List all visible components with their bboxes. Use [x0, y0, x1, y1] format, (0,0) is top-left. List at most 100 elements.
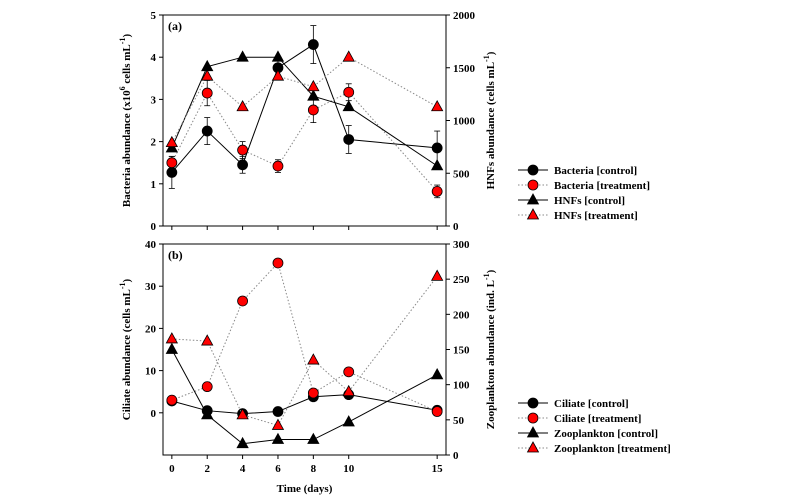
left-axis-title: Ciliate abundance (cells mL-1) [118, 278, 133, 420]
legend-marker [527, 164, 539, 176]
right-axis-title: HNFs abundance (cells mL-1) [482, 51, 497, 189]
legend-marker [526, 426, 540, 438]
data-point [236, 436, 249, 449]
right-tick-label: 200 [453, 309, 470, 321]
panel-label: (b) [168, 248, 183, 262]
data-point [271, 418, 285, 430]
legend-label: Zooplankton [treatment] [554, 443, 671, 455]
series-line [171, 91, 438, 192]
data-point [431, 185, 443, 197]
right-tick-label: 300 [453, 239, 470, 251]
x-tick-label: 6 [275, 463, 281, 475]
data-point [307, 387, 319, 399]
x-tick-label: 2 [204, 463, 210, 475]
series-line [171, 349, 438, 445]
series-zooplankton-control [165, 342, 444, 449]
left-tick-label: 1 [151, 179, 157, 191]
legend-marker [526, 208, 540, 220]
right-tick-label: 150 [453, 345, 470, 357]
plot-frame [162, 14, 447, 227]
data-point [343, 86, 355, 98]
data-point [431, 406, 443, 417]
data-point [430, 99, 444, 112]
data-point [430, 367, 444, 380]
right-tick-label: 0 [453, 450, 459, 462]
left-tick-label: 10 [145, 366, 157, 378]
legend-label: Ciliate [control] [554, 398, 629, 410]
x-tick-label: 0 [169, 463, 175, 475]
panel-a: (a) 0 1 2 3 4 5 0 500 1000 1500 2000 Bacteria abunda… [118, 10, 650, 233]
legend-label: Zooplankton [control] [554, 428, 658, 440]
legend-marker [526, 441, 540, 453]
data-point [343, 366, 355, 378]
data-point [343, 134, 355, 145]
x-tick-label: 15 [432, 463, 444, 475]
right-tick-label: 100 [453, 380, 470, 392]
x-axis-title: Time (days) [277, 483, 333, 495]
data-point [165, 342, 179, 354]
data-point [430, 269, 444, 281]
legend-label: Ciliate [treatment] [554, 413, 641, 425]
data-point [307, 104, 319, 116]
data-point [272, 160, 284, 172]
data-point [237, 144, 248, 156]
legend-label: HNFs [treatment] [554, 210, 638, 222]
data-point [237, 295, 248, 307]
left-tick-label: 30 [145, 281, 157, 293]
data-point [430, 159, 444, 171]
data-point [236, 408, 249, 420]
series-hnfs-treatment [165, 50, 444, 148]
data-point [237, 159, 248, 171]
data-point [201, 381, 213, 393]
panel-b: (b) 0 10 20 30 40 0 50 100 150 200 250 300 0 2 4 6 8 10 15 T… [118, 239, 671, 495]
series-line [171, 43, 438, 173]
legend: Ciliate [control] Ciliate [treatment] Zoop… [518, 397, 671, 455]
series-bacteria-control [166, 25, 443, 189]
right-tick-label: 500 [453, 168, 470, 180]
right-axis-title: Zooplankton abundance (ind. L-1) [482, 269, 497, 429]
data-point [431, 142, 443, 154]
data-point [201, 69, 214, 81]
legend-marker [527, 412, 539, 424]
data-point [342, 415, 355, 427]
data-point [271, 432, 285, 444]
right-tick-label: 2000 [453, 10, 476, 22]
data-point [271, 69, 285, 81]
data-point [307, 89, 320, 101]
series-zooplankton-treatment [165, 269, 444, 430]
legend-marker [527, 397, 539, 409]
data-point [165, 135, 179, 148]
right-tick-label: 250 [453, 274, 470, 286]
left-tick-label: 40 [145, 239, 157, 251]
right-tick-label: 50 [453, 415, 465, 427]
data-point [307, 39, 319, 50]
right-tick-label: 1500 [453, 63, 476, 75]
x-tick-label: 8 [311, 463, 317, 475]
left-axis-title: Bacteria abundance (x106 cells mL-1) [118, 34, 133, 208]
left-tick-label: 20 [145, 323, 157, 335]
data-point [342, 50, 355, 62]
series-hnfs-control [165, 50, 444, 171]
data-point [201, 334, 214, 346]
series-bacteria-treatment [166, 80, 443, 199]
data-point [201, 87, 213, 99]
left-tick-label: 5 [151, 10, 157, 22]
series-ciliate-treatment [166, 257, 443, 417]
x-tick-label: 10 [343, 463, 355, 475]
data-point [342, 99, 355, 112]
data-point [272, 406, 284, 417]
legend-label: HNFs [control] [554, 195, 625, 207]
data-point [342, 384, 355, 397]
legend-marker [527, 179, 539, 191]
data-point [236, 99, 249, 112]
legend-label: Bacteria [treatment] [554, 180, 650, 192]
data-point [307, 432, 320, 444]
right-tick-label: 1000 [453, 116, 476, 128]
left-tick-label: 0 [151, 221, 157, 233]
left-tick-label: 0 [151, 408, 157, 420]
left-tick-label: 3 [151, 94, 157, 106]
data-point [271, 50, 285, 62]
data-point [201, 125, 213, 137]
x-tick-label: 4 [240, 463, 246, 475]
